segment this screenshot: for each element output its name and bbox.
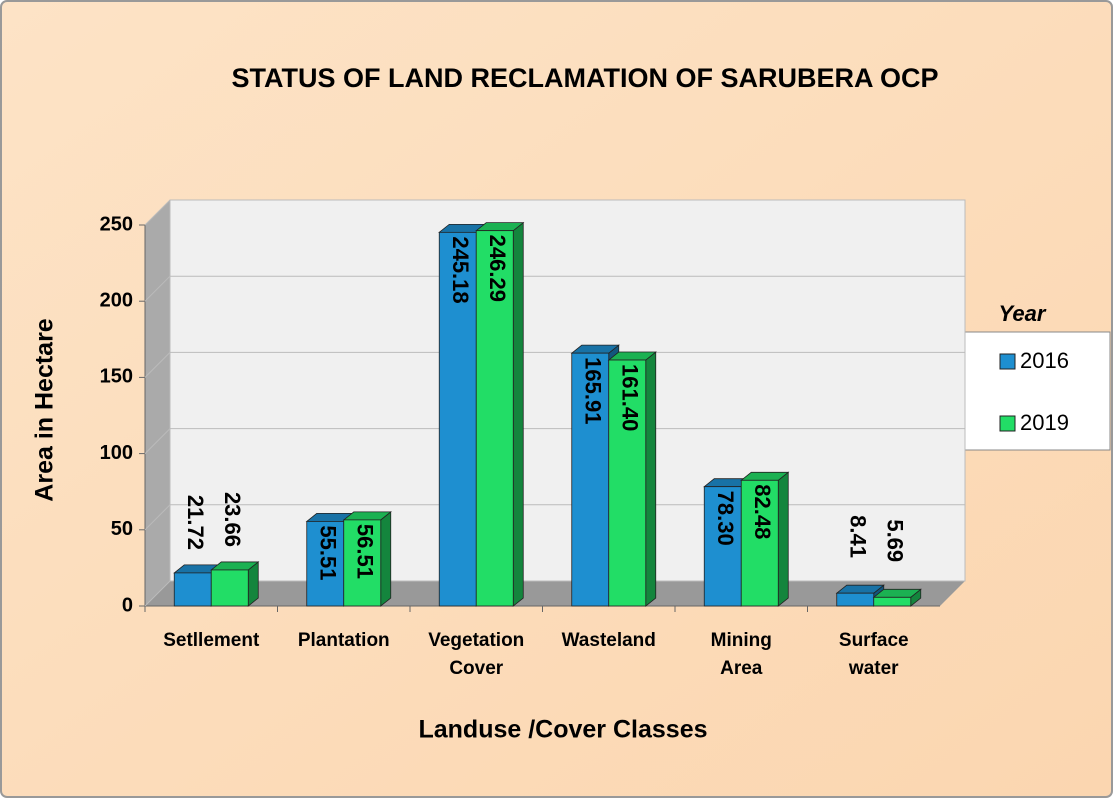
y-axis-label: Area in Hectare bbox=[31, 318, 59, 502]
grid-line bbox=[144, 351, 965, 378]
x-tick-label: Setllement bbox=[163, 630, 260, 651]
y-tick-label: 0 bbox=[122, 594, 133, 616]
data-label: 245.18 bbox=[448, 236, 473, 303]
x-tick-line: Cover bbox=[449, 658, 503, 679]
grid-line bbox=[144, 428, 965, 454]
bar-side bbox=[645, 351, 657, 607]
bar bbox=[343, 519, 382, 607]
x-tick-line: Wasteland bbox=[562, 630, 656, 651]
data-label: 21.72 bbox=[183, 495, 208, 550]
data-label: 161.40 bbox=[617, 364, 642, 431]
x-tick-line: Mining bbox=[711, 630, 772, 651]
chart-title: STATUS OF LAND RECLAMATION OF SARUBERA O… bbox=[232, 63, 939, 93]
data-label: 5.69 bbox=[882, 519, 907, 562]
y-tick-label: 200 bbox=[100, 289, 133, 311]
grid-line bbox=[144, 275, 965, 302]
grid-line bbox=[144, 504, 965, 531]
bar bbox=[475, 230, 514, 607]
y-tick-label: 100 bbox=[100, 442, 133, 464]
bar-side bbox=[777, 471, 789, 607]
data-label: 55.51 bbox=[315, 525, 340, 580]
bar bbox=[438, 231, 477, 607]
legend-box bbox=[964, 331, 1111, 451]
x-tick-label: Wasteland bbox=[562, 630, 656, 651]
data-label: 246.29 bbox=[485, 235, 510, 302]
data-label: 165.91 bbox=[580, 357, 605, 424]
x-tick-label: Vegetation Cover bbox=[428, 630, 524, 679]
y-tick-label: 250 bbox=[100, 213, 133, 235]
x-tick-line: Setllement bbox=[163, 630, 260, 651]
legend-label: 2019 bbox=[1020, 410, 1069, 435]
side-wall bbox=[145, 200, 170, 606]
bar bbox=[836, 592, 875, 607]
bar-side bbox=[380, 511, 392, 607]
bar bbox=[703, 486, 742, 607]
x-tick-line: Surface bbox=[839, 630, 909, 651]
legend-title: Year bbox=[999, 301, 1047, 326]
bar-side bbox=[512, 221, 524, 607]
bar bbox=[210, 569, 249, 607]
x-tick-line: water bbox=[848, 658, 899, 679]
y-tick-label: 50 bbox=[111, 518, 133, 540]
legend-swatch bbox=[999, 353, 1016, 370]
y-tick-label: 150 bbox=[100, 366, 133, 388]
x-tick-label: Plantation bbox=[298, 630, 390, 651]
grid-line bbox=[144, 580, 965, 607]
x-tick-line: Plantation bbox=[298, 630, 390, 651]
legend-swatch bbox=[999, 415, 1016, 432]
bar bbox=[740, 479, 779, 607]
legend-label: 2016 bbox=[1020, 348, 1069, 373]
x-axis-label: Landuse /Cover Classes bbox=[418, 716, 707, 744]
bar bbox=[873, 596, 912, 607]
grid-line bbox=[144, 199, 965, 226]
x-tick-label: Surface water bbox=[839, 630, 909, 679]
bar bbox=[173, 572, 212, 607]
x-tick-line: Vegetation bbox=[428, 630, 524, 651]
x-tick-label: Mining Area bbox=[711, 630, 772, 679]
data-label: 78.30 bbox=[713, 491, 738, 546]
data-label: 23.66 bbox=[220, 492, 245, 547]
bar bbox=[306, 521, 345, 607]
bar bbox=[608, 359, 647, 607]
data-label: 56.51 bbox=[352, 524, 377, 579]
x-tick-line: Area bbox=[720, 658, 763, 679]
data-label: 8.41 bbox=[845, 515, 870, 558]
data-label: 82.48 bbox=[750, 484, 775, 539]
